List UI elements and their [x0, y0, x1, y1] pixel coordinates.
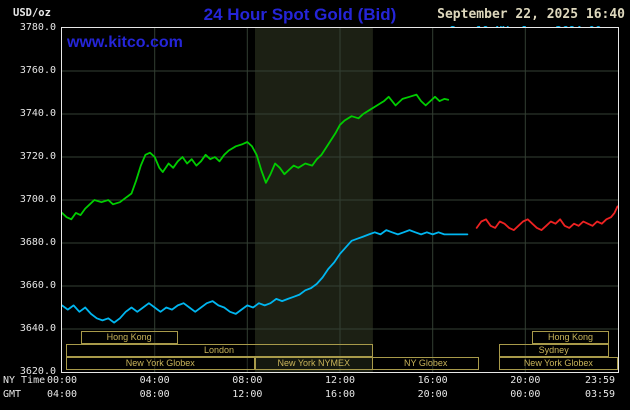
x-axis-row-label: GMT: [3, 389, 22, 400]
units-label: USD/oz: [13, 7, 51, 19]
y-tick-label: 3740.0: [19, 108, 56, 119]
x-tick-label: 08:00: [232, 375, 263, 386]
x-tick-label: 04:00: [46, 389, 78, 400]
x-tick-label: 12:00: [232, 389, 263, 400]
x-tick-label: 12:00: [324, 375, 356, 386]
y-tick-label: 3620.0: [19, 366, 56, 377]
plot-area: www.kitco.com Hong Kong Hong Kong London Sy…: [61, 27, 619, 373]
x-tick-label: 20:00: [417, 389, 448, 400]
plot-canvas: [62, 28, 618, 372]
y-tick-label: 3640.0: [19, 323, 56, 334]
y-tick-label: 3760.0: [19, 65, 56, 76]
chart-title: 24 Hour Spot Gold (Bid): [203, 5, 397, 24]
x-tick-label: 08:00: [139, 389, 170, 400]
x-tick-label: 23:59: [584, 375, 616, 386]
x-axis-row-label: NY Time: [3, 375, 46, 386]
y-tick-label: 3660.0: [19, 280, 56, 291]
kitco-watermark: www.kitco.com: [67, 34, 183, 51]
y-tick-label: 3720.0: [19, 151, 56, 162]
x-tick-label: 03:59: [584, 389, 616, 400]
x-tick-label: 16:00: [417, 375, 448, 386]
series-sep22-last: [62, 93, 450, 221]
x-tick-label: 00:00: [510, 389, 541, 400]
x-tick-label: 20:00: [510, 375, 541, 386]
x-tick-label: 04:00: [139, 375, 170, 386]
x-tick-label: 00:00: [46, 375, 78, 386]
y-tick-label: 3780.0: [19, 22, 56, 33]
x-tick-label: 16:00: [324, 389, 356, 400]
series-sep21-sunday: [475, 205, 618, 232]
y-tick-label: 3680.0: [19, 237, 56, 248]
chart-datetime: September 22, 2025 16:40: [437, 7, 625, 22]
series-sep19-ny-close: [62, 229, 469, 324]
y-tick-label: 3700.0: [19, 194, 56, 205]
